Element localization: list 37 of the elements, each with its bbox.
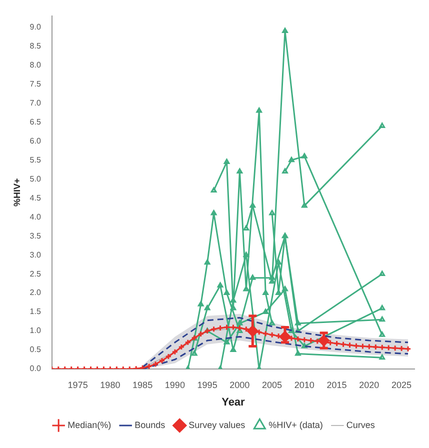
x-tick-label: 1985 [132,380,153,390]
x-tick-label: 2025 [392,380,412,390]
y-tick-label: 4.0 [30,212,42,222]
y-tick-label: 8.0 [30,60,42,70]
x-tick-label: 2010 [294,380,314,390]
y-tick-label: 0.5 [30,345,42,354]
y-tick-label: 5.0 [30,174,42,184]
y-tick-label: 8.5 [30,41,42,50]
y-tick-label: 4.5 [30,193,42,202]
y-tick-label: 3.5 [30,231,42,240]
x-tick-label: 2000 [230,380,250,390]
legend-label: Median(%) [68,420,112,430]
legend-label: %HIV+ (data) [268,420,323,430]
y-tick-label: 0.0 [30,364,42,374]
y-tick-label: 7.0 [30,98,42,108]
legend-label: Survey values [188,420,246,430]
y-axis-title: %HIV+ [12,178,22,207]
y-tick-label: 2.5 [30,269,42,278]
x-tick-label: 2015 [326,380,347,390]
x-axis-title: Year [222,396,246,408]
legend-label: Bounds [134,420,166,430]
x-tick-label: 1975 [68,380,88,390]
x-tick-label: 1990 [164,380,185,390]
y-tick-label: 5.5 [30,155,42,164]
x-tick-label: 1995 [197,380,218,390]
y-tick-label: 1.5 [30,307,42,316]
y-tick-label: 6.5 [30,117,42,126]
y-tick-label: 1.0 [30,326,42,336]
x-tick-label: 1980 [100,380,120,390]
y-tick-label: 3.0 [30,250,42,260]
x-tick-label: 2005 [262,380,282,390]
x-tick-label: 2020 [359,380,380,390]
y-tick-label: 7.5 [30,79,42,88]
y-tick-label: 9.0 [30,22,42,32]
legend-label: Curves [346,420,376,430]
y-tick-label: 6.0 [30,136,42,146]
y-tick-label: 2.0 [30,288,42,298]
